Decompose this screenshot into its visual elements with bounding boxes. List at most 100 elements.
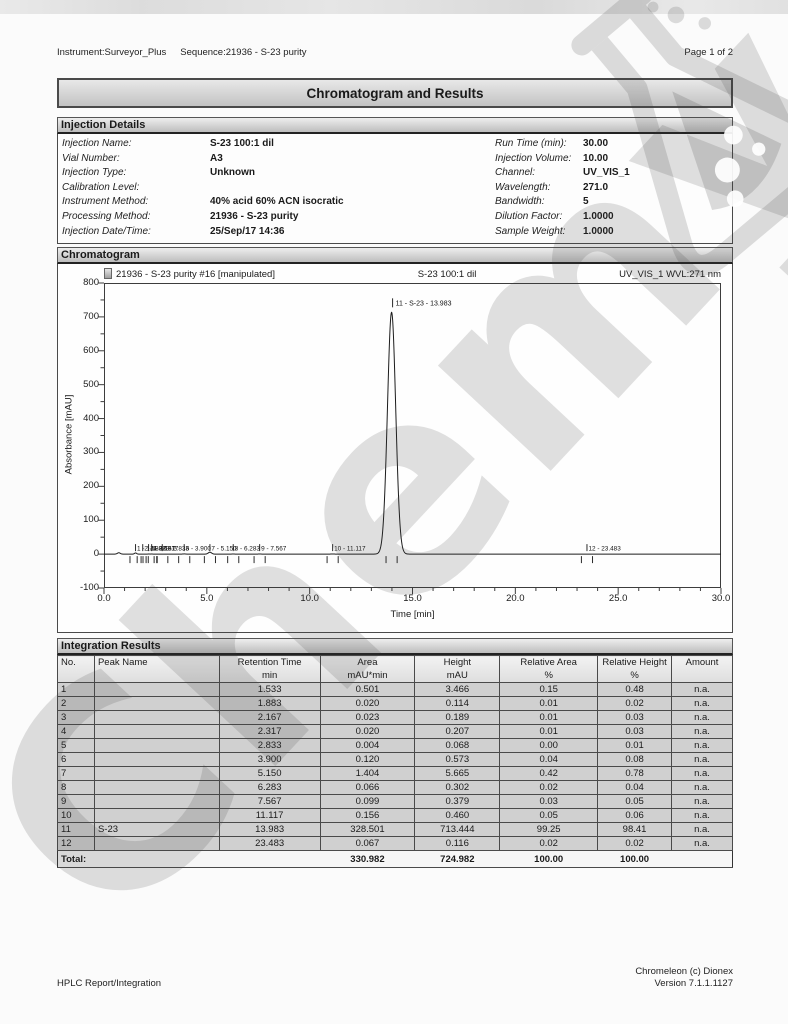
- injection-left-col: Injection Name: S-23 100:1 dil Vial Number…: [58, 137, 491, 239]
- peak-label: 1 - 1.533: [137, 546, 163, 553]
- column-header: Retention Time min: [218, 655, 321, 683]
- column-header: Peak Name: [93, 655, 220, 683]
- injection-details-section: Injection Details Injection Name: S-23 10…: [57, 117, 733, 245]
- table-row: 8 6.283 0.066 0.302 0.02 0.04 n.a.: [57, 780, 733, 795]
- table-row: 3 2.167 0.023 0.189 0.01 0.03 n.a.: [57, 710, 733, 725]
- y-axis-title: Absorbance [mAU]: [63, 394, 75, 475]
- table-cell: 0.004: [319, 738, 416, 753]
- table-cell: S-23: [93, 822, 220, 837]
- table-cell: 1.533: [218, 682, 321, 697]
- table-row: 5 2.833 0.004 0.068 0.00 0.01 n.a.: [57, 738, 733, 753]
- table-cell: 3.900: [218, 752, 321, 767]
- table-cell: 0.156: [319, 808, 416, 823]
- y-axis-tick-label: -100: [79, 582, 99, 593]
- integration-results-header: Integration Results: [57, 638, 733, 655]
- integration-results-section: Integration Results No. Peak Name Retent…: [57, 638, 733, 868]
- x-axis-tick-label: 25.0: [608, 593, 628, 604]
- table-cell: 0.189: [414, 710, 501, 725]
- table-cell: 6.283: [218, 780, 321, 795]
- scan-artifact-strip: [0, 0, 788, 14]
- total-cell: [219, 850, 321, 868]
- peak-label: 11 - S-23 - 13.983: [396, 300, 452, 307]
- peak-label: 3 - 2.167: [150, 546, 176, 553]
- total-cell: 724.982: [414, 850, 500, 868]
- table-cell: 99.25: [499, 822, 599, 837]
- total-cell: Total:: [57, 850, 220, 868]
- report-title: Chromatogram and Results: [57, 78, 733, 108]
- field-value: 1.0000: [583, 225, 614, 237]
- table-cell: 9: [57, 794, 95, 809]
- table-cell: 0.020: [319, 724, 416, 739]
- table-cell: 0.460: [414, 808, 501, 823]
- table-cell: 2.833: [218, 738, 321, 753]
- table-cell: n.a.: [671, 766, 733, 781]
- x-axis-tick-label: 20.0: [506, 593, 525, 604]
- table-cell: 0.08: [597, 752, 673, 767]
- table-cell: 0.06: [597, 808, 673, 823]
- total-cell: 100.00: [499, 850, 598, 868]
- injection-detail-row: Injection Date/Time: 25/Sep/17 14:36: [58, 225, 491, 240]
- y-axis-tick-label: 800: [83, 277, 99, 288]
- table-cell: [93, 794, 220, 809]
- table-cell: 0.42: [499, 766, 599, 781]
- table-row: 6 3.900 0.120 0.573 0.04 0.08 n.a.: [57, 752, 733, 767]
- table-cell: 0.501: [319, 682, 416, 697]
- table-cell: 7: [57, 766, 95, 781]
- table-cell: n.a.: [671, 794, 733, 809]
- table-cell: 0.114: [414, 696, 501, 711]
- table-cell: 0.03: [597, 724, 673, 739]
- field-value: 40% acid 60% ACN isocratic: [210, 196, 344, 208]
- field-value: S-23 100:1 dil: [210, 138, 274, 149]
- field-label: Calibration Level:: [62, 181, 140, 193]
- table-cell: [93, 752, 220, 767]
- table-cell: [93, 696, 220, 711]
- table-cell: 0.05: [499, 808, 599, 823]
- injection-detail-row: Processing Method: 21936 - S-23 purity: [58, 210, 491, 225]
- total-cell: 100.00: [597, 850, 672, 868]
- table-cell: 0.03: [597, 710, 673, 725]
- table-header-row: No. Peak Name Retention Time min Area mAU*m…: [57, 655, 733, 683]
- table-cell: 5.665: [414, 766, 501, 781]
- field-value: 1.0000: [583, 210, 614, 222]
- table-cell: 0.78: [597, 766, 673, 781]
- injection-right-col: Run Time (min): 30.00 Injection Volume: 10.…: [491, 137, 732, 239]
- table-cell: 13.983: [218, 822, 321, 837]
- table-cell: 0.573: [414, 752, 501, 767]
- field-value: Unknown: [210, 167, 255, 179]
- table-cell: 0.05: [597, 794, 673, 809]
- y-axis-tick-label: 100: [83, 514, 99, 526]
- table-row: 4 2.317 0.020 0.207 0.01 0.03 n.a.: [57, 724, 733, 739]
- table-cell: 7.567: [218, 794, 321, 809]
- chromatogram-box: 21936 - S-23 purity #16 [manipulated] S-…: [57, 264, 733, 633]
- field-label: Instrument Method:: [62, 196, 149, 208]
- table-cell: 0.48: [597, 682, 673, 697]
- software-name: Chromeleon (c) Dionex: [635, 966, 733, 977]
- table-cell: 98.41: [597, 822, 673, 837]
- table-cell: 23.483: [218, 836, 321, 851]
- table-cell: n.a.: [671, 822, 733, 837]
- table-cell: 0.302: [414, 780, 501, 795]
- trace-title: 21936 - S-23 purity #16 [manipulated]: [104, 268, 275, 280]
- injection-detail-row: Bandwidth: 5: [491, 195, 732, 210]
- table-cell: 2: [57, 696, 95, 711]
- table-row: 11 S-23 13.983 328.501 713.444 99.25 98.41 n.a.: [57, 822, 733, 837]
- table-cell: 3: [57, 710, 95, 725]
- sample-label: S-23 100:1 dil: [417, 268, 477, 280]
- chromatogram-section: Chromatogram 21936 - S-23 purity #16 [ma…: [57, 247, 733, 633]
- total-cell: [671, 850, 733, 868]
- injection-detail-row: Run Time (min): 30.00: [491, 137, 732, 152]
- field-label: Injection Volume:: [495, 152, 572, 164]
- injection-detail-row: Dilution Factor: 1.0000: [491, 210, 732, 225]
- table-body: 1 1.533 0.501 3.466 0.15 0.48 n.a. 2 1.883 0.020 0…: [57, 682, 733, 851]
- table-cell: n.a.: [671, 724, 733, 739]
- table-cell: [93, 808, 220, 823]
- report-page-icon: [104, 268, 112, 279]
- table-cell: 328.501: [319, 822, 416, 837]
- footer-software: Chromeleon (c) Dionex Version 7.1.1.1127: [457, 966, 733, 989]
- injection-details-header: Injection Details: [57, 117, 733, 134]
- y-axis-tick-label: 300: [83, 446, 99, 458]
- column-header: Relative Height%: [597, 655, 673, 683]
- table-cell: 0.02: [499, 780, 599, 795]
- instrument-label: Instrument:Surveyor_Plus: [57, 47, 167, 58]
